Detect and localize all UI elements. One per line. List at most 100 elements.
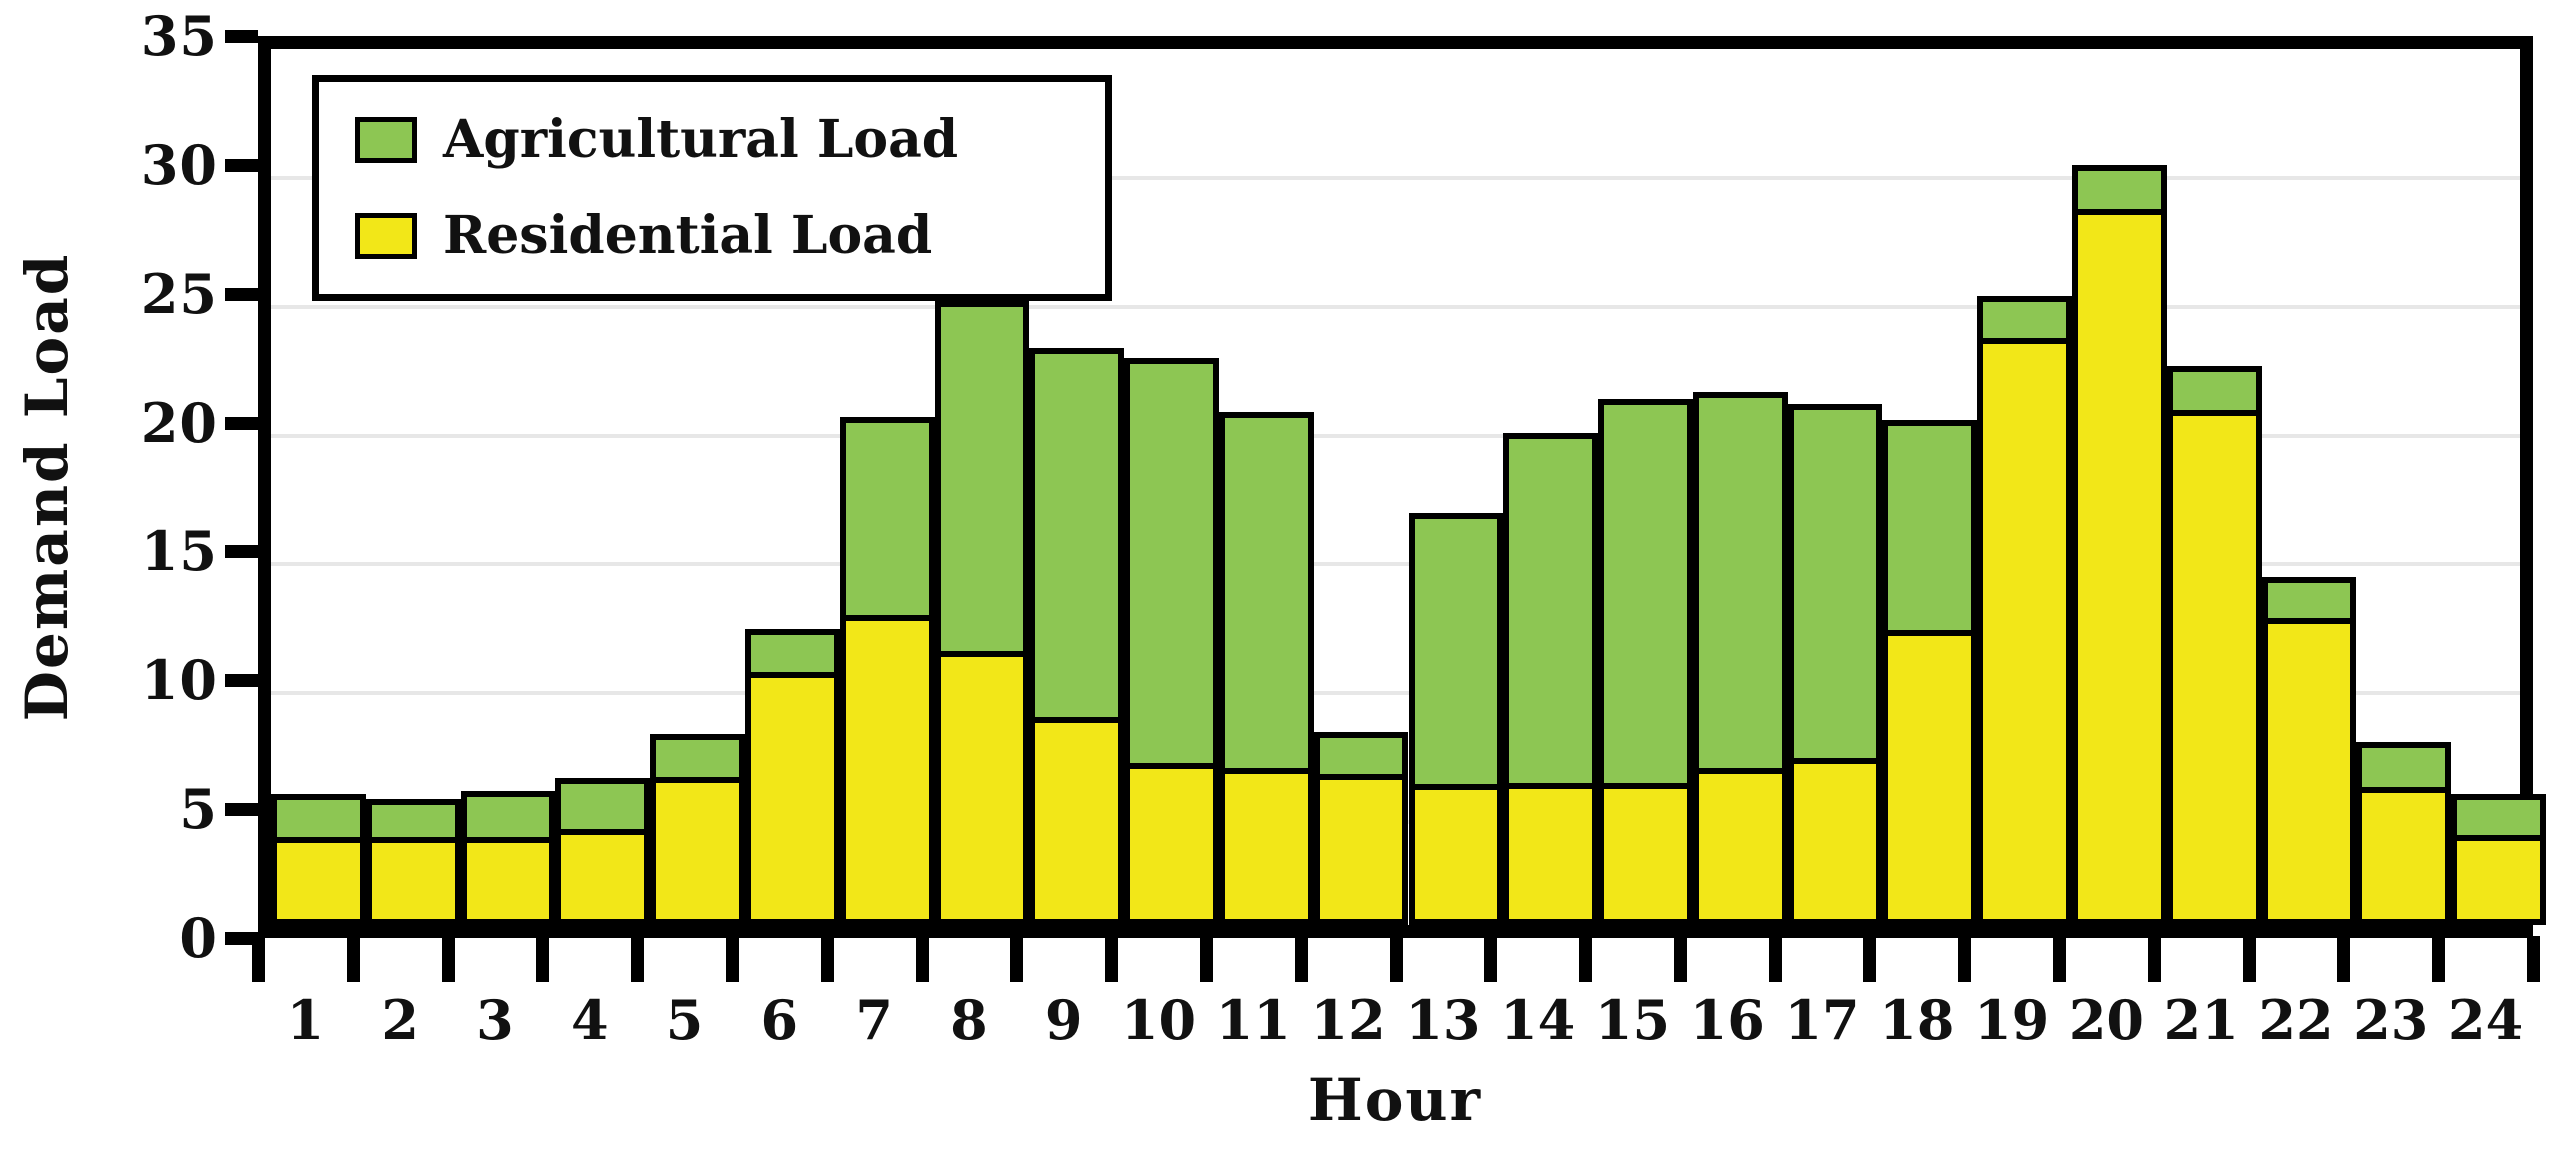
- bar-hour-19-residential: [1983, 337, 2067, 919]
- x-tick-label-23: 23: [2353, 988, 2429, 1052]
- y-tick-mark-0: [225, 932, 258, 945]
- y-tick-label-20: 20: [140, 390, 218, 455]
- x-tick-label-4: 4: [570, 988, 609, 1052]
- bar-hour-18-residential: [1888, 629, 1972, 919]
- bar-hour-24: [2451, 793, 2546, 925]
- y-tick-mark-20: [225, 416, 258, 430]
- bar-hour-10-residential: [1130, 762, 1213, 919]
- bar-hour-8-residential: [940, 651, 1024, 919]
- x-tick-label-20: 20: [2068, 988, 2145, 1052]
- bar-hour-10: [1124, 358, 1219, 925]
- gridline-y-20: [271, 433, 2520, 438]
- bar-hour-21: [2166, 365, 2262, 925]
- x-tick-mark-23: [2432, 936, 2446, 982]
- x-tick-label-5: 5: [665, 988, 704, 1052]
- x-tick-mark-17: [1863, 936, 1877, 982]
- bar-hour-1-residential: [277, 837, 360, 919]
- x-tick-label-15: 15: [1594, 988, 1671, 1052]
- bar-hour-2-residential: [371, 837, 455, 919]
- y-tick-label-30: 30: [140, 132, 218, 197]
- bar-hour-5: [650, 734, 745, 925]
- bar-hour-13-residential: [1414, 783, 1498, 919]
- bar-hour-22-residential: [2267, 617, 2351, 919]
- x-tick-mark-9: [1105, 936, 1119, 982]
- y-tick-label-25: 25: [140, 261, 218, 326]
- y-tick-label-35: 35: [140, 4, 218, 68]
- y-tick-mark-30: [225, 158, 258, 172]
- x-tick-label-13: 13: [1405, 988, 1481, 1052]
- bar-hour-12-residential: [1319, 773, 1403, 919]
- bar-hour-5-residential: [656, 776, 739, 919]
- bar-hour-15-residential: [1604, 783, 1687, 919]
- x-tick-mark-10: [1199, 936, 1213, 982]
- plot-inner: [271, 49, 2546, 925]
- x-tick-label-24: 24: [2448, 988, 2524, 1052]
- bar-hour-17: [1787, 404, 1883, 925]
- legend-swatch-agricultural: [355, 117, 417, 163]
- x-tick-mark-4: [631, 936, 645, 982]
- x-tick-label-11: 11: [1215, 988, 1291, 1052]
- x-tick-mark-24: [2527, 936, 2540, 982]
- bar-hour-6-residential: [750, 671, 834, 919]
- x-tick-mark-6: [820, 936, 834, 982]
- bar-hour-16: [1692, 391, 1788, 925]
- x-tick-mark-20: [2147, 936, 2161, 982]
- x-tick-label-10: 10: [1120, 988, 1197, 1052]
- bar-hour-11-residential: [1224, 768, 1308, 919]
- x-tick-label-19: 19: [1974, 988, 2050, 1052]
- legend: Agricultural Load Residential Load: [312, 75, 1112, 301]
- x-tick-label-7: 7: [855, 988, 893, 1052]
- y-tick-label-10: 10: [140, 648, 218, 713]
- x-tick-mark-22: [2337, 936, 2351, 982]
- bar-hour-18: [1882, 419, 1978, 925]
- x-tick-mark-19: [2053, 936, 2067, 982]
- legend-swatch-residential: [355, 213, 417, 259]
- x-tick-label-16: 16: [1689, 988, 1765, 1052]
- x-tick-mark-7: [915, 936, 929, 982]
- legend-label-agricultural: Agricultural Load: [443, 109, 959, 170]
- x-tick-label-21: 21: [2163, 988, 2239, 1052]
- x-tick-mark-13: [1484, 936, 1498, 982]
- x-tick-label-6: 6: [760, 988, 799, 1052]
- bar-hour-22: [2261, 577, 2357, 925]
- bar-hour-4-residential: [561, 829, 645, 919]
- x-tick-mark-15: [1673, 936, 1687, 982]
- x-tick-mark-3: [536, 936, 550, 982]
- y-tick-mark-15: [225, 545, 258, 559]
- y-tick-mark-10: [225, 674, 258, 688]
- y-tick-mark-25: [225, 287, 258, 301]
- bar-hour-17-residential: [1793, 757, 1877, 919]
- bar-hour-3-residential: [466, 836, 550, 919]
- bar-hour-21-residential: [2172, 409, 2256, 919]
- gridline-y-30: [271, 175, 2520, 180]
- legend-item-residential: Residential Load: [355, 208, 1105, 264]
- bar-hour-12: [1313, 731, 1409, 925]
- legend-item-agricultural: Agricultural Load: [355, 112, 1105, 168]
- x-tick-label-18: 18: [1879, 988, 1955, 1052]
- y-tick-mark-5: [225, 803, 258, 817]
- x-tick-label-9: 9: [1044, 988, 1083, 1052]
- y-tick-mark-35: [225, 30, 258, 43]
- x-tick-mark-21: [2242, 936, 2256, 982]
- x-tick-mark-18: [1958, 936, 1972, 982]
- x-tick-label-8: 8: [950, 988, 988, 1052]
- x-tick-mark-2: [441, 936, 455, 982]
- bar-hour-23: [2356, 742, 2452, 925]
- bar-hour-14-residential: [1509, 783, 1593, 919]
- x-tick-mark-1: [346, 936, 360, 982]
- bar-hour-6: [744, 628, 840, 925]
- x-axis-title: Hour: [1307, 1066, 1483, 1134]
- bar-hour-20-residential: [2078, 208, 2161, 919]
- gridline-y-10: [271, 691, 2520, 696]
- y-tick-label-5: 5: [179, 777, 218, 842]
- x-tick-mark-5: [725, 936, 739, 982]
- bar-hour-13: [1408, 512, 1504, 925]
- bar-hour-9: [1029, 347, 1125, 925]
- bar-hour-7: [839, 417, 935, 925]
- bar-hour-16-residential: [1698, 767, 1782, 919]
- y-tick-label-15: 15: [140, 519, 218, 584]
- bar-hour-19: [1977, 296, 2073, 925]
- bar-hour-9-residential: [1035, 717, 1119, 919]
- x-tick-mark-0: [252, 936, 265, 982]
